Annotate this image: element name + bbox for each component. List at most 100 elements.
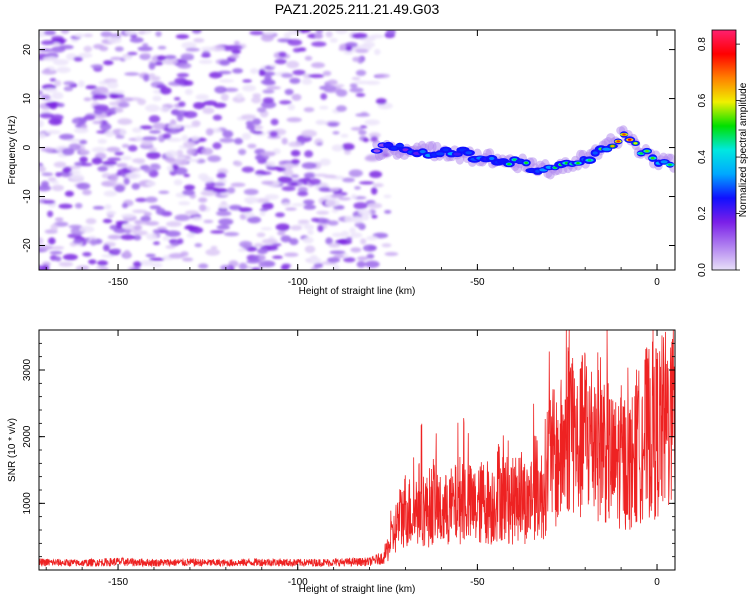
noise-blob [281,137,288,145]
noise-blob [183,173,190,178]
noise-blob [320,93,328,100]
noise-blob [238,248,246,252]
noise-blob [284,88,294,96]
noise-blob [287,39,303,46]
noise-blob [54,217,64,222]
noise-blob [297,178,307,183]
noise-blob [319,105,329,110]
noise-blob [314,32,324,40]
noise-blob [338,47,348,51]
noise-blob [191,120,201,128]
noise-blob [76,182,91,190]
colorbar-tick-label: 0.8 [697,37,708,51]
noise-blob [270,64,277,68]
noise-blob [39,245,54,251]
noise-blob [57,102,65,108]
noise-blob [172,163,179,170]
noise-blob [56,66,71,74]
noise-blob [351,194,358,200]
noise-blob [115,135,125,139]
noise-blob [183,141,196,148]
noise-blob [282,168,294,177]
noise-blob [303,204,317,210]
snr-y-axis-label: SNR (10 * v/v) [7,418,18,482]
noise-blob [340,133,349,138]
noise-blob [119,128,126,136]
noise-blob [91,157,103,165]
noise-blob [132,261,142,268]
noise-blob [220,264,231,270]
noise-blob [51,180,59,184]
noise-blob [297,186,308,193]
noise-blob [234,137,243,145]
noise-blob [259,208,269,212]
noise-blob [39,237,44,245]
noise-blob [260,79,276,85]
noise-blob [210,230,225,234]
noise-blob [375,73,390,78]
noise-blob [79,156,88,163]
noise-blob [210,245,218,250]
ridge-peak [622,133,626,136]
ridge-peak [668,163,672,166]
noise-blob [90,64,104,69]
noise-blob [369,34,385,39]
noise-blob [140,260,153,266]
noise-blob [78,149,89,155]
noise-blob [270,118,279,126]
y-tick-label: -20 [22,238,33,253]
noise-blob [83,33,94,38]
noise-blob [104,130,115,138]
noise-blob [327,122,340,127]
colorbar-tick-label: 0.0 [697,263,708,277]
noise-blob [43,56,58,62]
noise-blob [201,53,211,58]
noise-blob [123,177,130,185]
x-tick-label: 0 [654,277,660,288]
noise-blob [249,30,265,36]
noise-blob [101,254,115,258]
noise-blob [82,189,92,196]
noise-blob [385,30,396,36]
noise-blob [289,77,301,84]
noise-blob [290,149,301,157]
noise-blob [115,220,129,225]
noise-blob [193,38,205,43]
ridge-core [435,152,445,156]
noise-blob [219,137,235,143]
noise-blob [329,38,338,43]
noise-blob [315,120,328,125]
noise-blob [97,138,107,144]
noise-blob [130,167,141,172]
noise-blob [123,55,132,60]
noise-blob [145,221,160,226]
noise-blob [202,107,215,114]
noise-blob [164,55,177,60]
noise-blob [262,89,275,94]
noise-blob [178,201,191,206]
noise-blob [176,73,190,78]
noise-blob [73,56,83,62]
noise-blob [92,120,104,125]
noise-blob [132,209,148,214]
noise-blob [277,230,286,236]
noise-blob [252,131,263,135]
noise-blob [264,74,272,82]
noise-blob [261,180,274,185]
noise-blob [62,166,72,173]
noise-blob [51,184,64,192]
noise-blob [330,194,344,199]
noise-blob [85,85,98,90]
noise-blob [308,74,325,78]
noise-blob [186,233,195,238]
noise-blob [205,181,215,189]
noise-blob [99,123,112,131]
noise-blob [176,149,184,157]
noise-blob [41,40,55,46]
noise-blob [107,234,122,240]
noise-blob [303,224,315,230]
noise-blob [58,261,74,267]
noise-blob [357,256,369,261]
noise-blob [146,151,161,160]
noise-blob [79,225,95,233]
